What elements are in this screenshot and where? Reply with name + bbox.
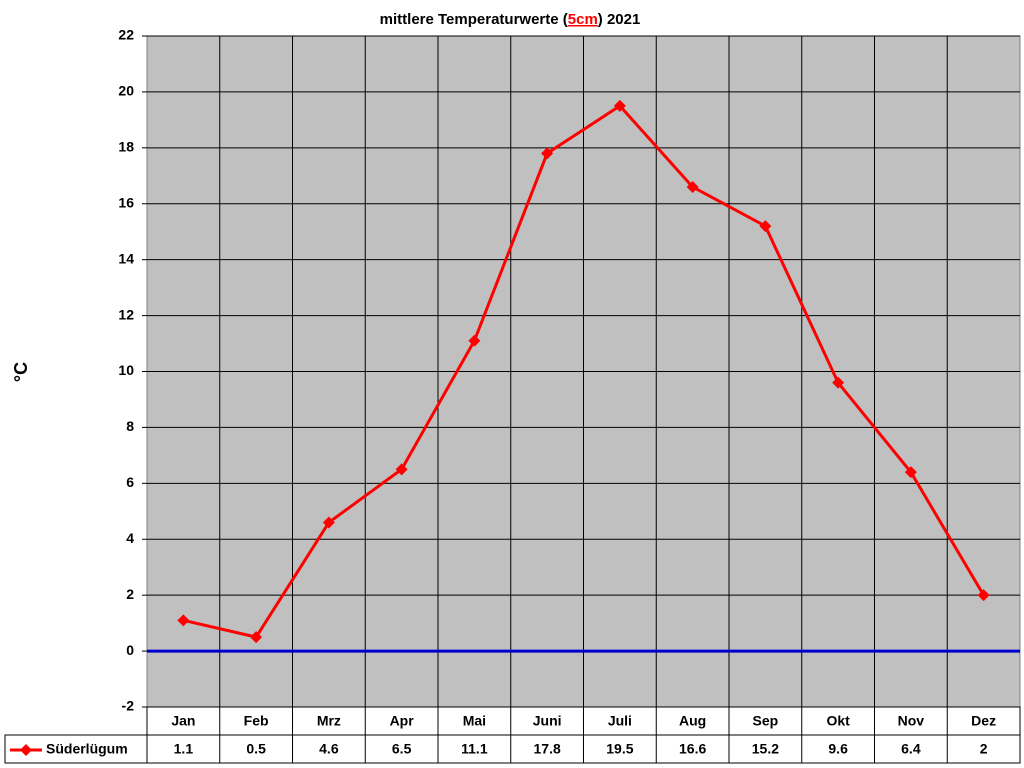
y-tick-label: -2	[122, 698, 135, 714]
table-value: 1.1	[174, 741, 194, 757]
x-tick-label: Nov	[898, 713, 925, 729]
x-tick-label: Okt	[826, 713, 850, 729]
y-tick-label: 8	[126, 418, 134, 434]
legend-label: Süderlügum	[46, 741, 128, 757]
x-tick-label: Juli	[608, 713, 632, 729]
table-value: 4.6	[319, 741, 339, 757]
table-value: 11.1	[461, 741, 488, 757]
table-value: 0.5	[246, 741, 266, 757]
x-tick-label: Jan	[171, 713, 195, 729]
series-line	[183, 103, 985, 639]
y-tick-label: 10	[118, 362, 134, 378]
table-value: 15.2	[752, 741, 779, 757]
y-tick-label: 0	[126, 642, 134, 658]
data-point	[468, 334, 481, 347]
x-tick-label: Juni	[533, 713, 562, 729]
y-tick-label: 20	[118, 83, 134, 99]
data-point	[250, 631, 263, 644]
table-value: 19.5	[606, 741, 633, 757]
table-value: 6.5	[392, 741, 412, 757]
table-value: 6.4	[901, 741, 921, 757]
data-point	[686, 180, 699, 193]
x-tick-label: Feb	[244, 713, 269, 729]
title-highlight: 5cm	[568, 11, 598, 28]
title-part: ) 2021	[598, 11, 641, 28]
data-point	[904, 466, 917, 479]
data-point	[541, 147, 554, 160]
data-point	[759, 220, 772, 233]
table-value: 16.6	[679, 741, 706, 757]
y-tick-label: 14	[118, 250, 134, 266]
data-point	[395, 463, 408, 476]
data-point	[832, 376, 845, 389]
y-tick-label: 18	[118, 139, 134, 155]
y-tick-label: 16	[118, 194, 134, 210]
x-tick-label: Mrz	[317, 713, 341, 729]
data-point	[613, 99, 626, 112]
chart-title: mittlere Temperaturwerte (5cm) 2021	[380, 11, 641, 28]
y-tick-label: 6	[126, 474, 134, 490]
x-tick-label: Aug	[679, 713, 706, 729]
x-tick-label: Mai	[463, 713, 486, 729]
x-tick-label: Sep	[753, 713, 779, 729]
y-tick-label: 22	[118, 27, 134, 43]
data-point	[177, 614, 190, 627]
legend-marker	[20, 744, 32, 756]
y-tick-label: 4	[126, 530, 134, 546]
x-tick-label: Dez	[971, 713, 996, 729]
y-tick-label: 12	[118, 306, 134, 322]
y-axis-label: °C	[11, 362, 31, 382]
data-point	[977, 589, 990, 602]
table-value: 9.6	[828, 741, 848, 757]
table-value: 17.8	[534, 741, 561, 757]
title-part: mittlere Temperaturwerte (	[380, 11, 568, 28]
y-tick-label: 2	[126, 586, 134, 602]
table-value: 2	[980, 741, 988, 757]
data-point	[322, 516, 335, 529]
x-tick-label: Apr	[390, 713, 415, 729]
